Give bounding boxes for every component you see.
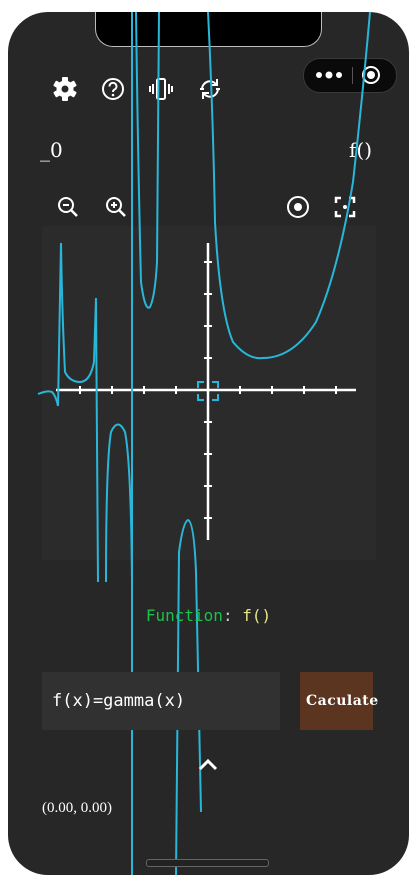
locate-icon[interactable] — [284, 193, 312, 221]
calculate-button[interactable]: Caculate — [300, 672, 378, 730]
function-keyword: Function — [145, 606, 223, 625]
left-label: _0 — [40, 138, 63, 162]
zoom-in-icon[interactable] — [102, 193, 130, 221]
coordinate-readout: (0.00, 0.00) — [42, 800, 112, 816]
zoom-out-icon[interactable] — [54, 193, 82, 221]
mini-program-capsule — [303, 58, 397, 93]
more-icon[interactable] — [314, 69, 344, 81]
function-label: f() — [349, 138, 373, 162]
capsule-divider — [352, 67, 353, 84]
fullscreen-icon[interactable] — [331, 193, 359, 221]
function-input[interactable] — [42, 672, 280, 730]
function-value: f() — [242, 606, 272, 625]
function-display: Function: f() — [8, 606, 409, 625]
refresh-icon[interactable] — [196, 75, 224, 103]
notch — [95, 12, 322, 47]
function-colon: : — [222, 606, 243, 625]
gear-icon[interactable] — [51, 75, 79, 103]
help-icon[interactable] — [99, 75, 127, 103]
target-icon[interactable] — [361, 65, 381, 85]
chevron-up-icon[interactable] — [195, 753, 221, 775]
graph-canvas[interactable] — [42, 226, 376, 560]
phone-screen: _0 f() — [8, 12, 409, 875]
home-indicator[interactable] — [146, 859, 269, 867]
vibrate-icon[interactable] — [147, 75, 175, 103]
